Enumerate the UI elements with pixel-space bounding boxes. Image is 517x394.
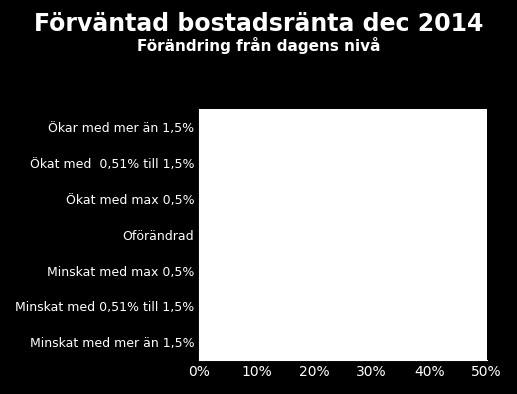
Bar [199,145,486,181]
Bar [199,181,486,217]
Bar [199,109,486,145]
Bar [199,217,486,253]
Text: Förändring från dagens nivå: Förändring från dagens nivå [137,37,380,54]
Bar [199,324,486,360]
Bar [199,253,486,288]
Text: Förväntad bostadsränta dec 2014: Förväntad bostadsränta dec 2014 [34,12,483,36]
Bar [199,288,486,324]
